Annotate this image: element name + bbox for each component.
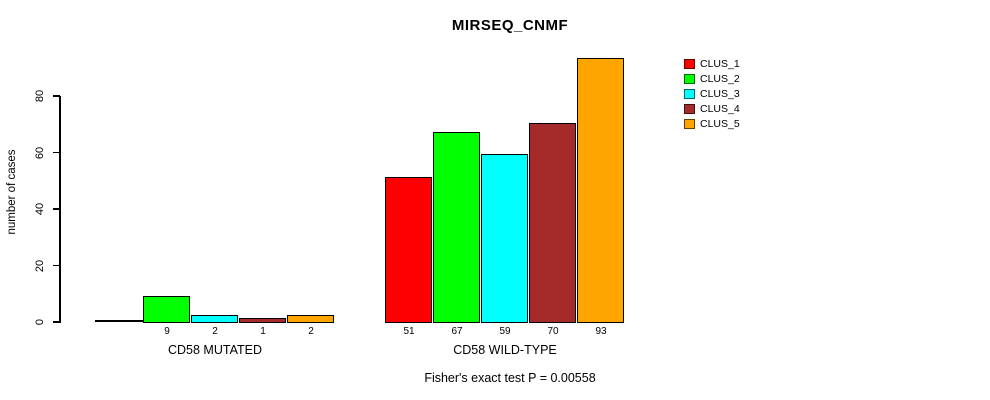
y-axis-title: number of cases — [6, 149, 18, 235]
bar-value-label: 2 — [308, 326, 314, 337]
group-label: CD58 MUTATED — [168, 343, 262, 357]
y-axis-tick — [53, 95, 60, 97]
legend-label: CLUS_5 — [700, 117, 740, 130]
legend-swatch-clus_1 — [684, 58, 695, 69]
legend-swatch-clus_5 — [684, 118, 695, 129]
bar-value-label: 93 — [595, 326, 607, 337]
bar-value-label: 9 — [164, 326, 170, 337]
y-axis-tick — [53, 321, 60, 323]
legend-label: CLUS_4 — [700, 102, 740, 115]
y-axis-tick-label: 60 — [34, 146, 46, 159]
bar-value-label: 2 — [212, 326, 218, 337]
y-axis-tick-label: 40 — [34, 202, 46, 216]
y-axis-tick-label: 20 — [34, 259, 46, 272]
legend-item: CLUS_1 — [684, 56, 740, 71]
bar-clus_4-group2 — [529, 122, 576, 323]
bar-value-label: 1 — [260, 326, 266, 337]
bar-clus_2-group1 — [143, 295, 190, 323]
bar-clus_3-group1 — [191, 314, 238, 323]
bar-clus_2-group2 — [433, 131, 480, 323]
bar-clus_3-group2 — [481, 153, 528, 323]
legend-item: CLUS_5 — [684, 116, 740, 131]
bar-value-label: 51 — [403, 326, 415, 337]
fisher-test-annotation: Fisher's exact test P = 0.00558 — [424, 371, 596, 385]
legend-item: CLUS_3 — [684, 86, 740, 101]
bar-clus_1-group1 — [95, 320, 143, 322]
y-axis-tick — [53, 151, 60, 154]
bar-clus_4-group1 — [239, 317, 286, 323]
bar-value-label: 67 — [451, 326, 463, 337]
chart-title: MIRSEQ_CNMF — [451, 17, 569, 34]
y-axis-tick — [53, 208, 60, 210]
y-axis-line — [59, 96, 61, 323]
bar-value-label: 70 — [547, 326, 559, 337]
legend-item: CLUS_2 — [684, 71, 740, 86]
legend-swatch-clus_4 — [684, 103, 695, 114]
bar-value-label: 59 — [499, 326, 511, 337]
legend: CLUS_1 CLUS_2 CLUS_3 CLUS_4 CLUS_5 — [684, 56, 740, 131]
y-axis-tick-label: 80 — [34, 89, 46, 103]
legend-label: CLUS_1 — [700, 57, 740, 70]
legend-item: CLUS_4 — [684, 101, 740, 116]
group-label: CD58 WILD-TYPE — [453, 343, 557, 357]
y-axis-tick-label: 0 — [34, 318, 46, 326]
legend-label: CLUS_2 — [700, 72, 740, 85]
legend-label: CLUS_3 — [700, 87, 740, 100]
bar-clus_1-group2 — [385, 176, 432, 323]
y-axis-tick — [53, 264, 60, 267]
legend-swatch-clus_2 — [684, 73, 695, 84]
legend-swatch-clus_3 — [684, 88, 695, 99]
bar-clus_5-group1 — [287, 314, 334, 323]
bar-clus_5-group2 — [577, 57, 624, 323]
